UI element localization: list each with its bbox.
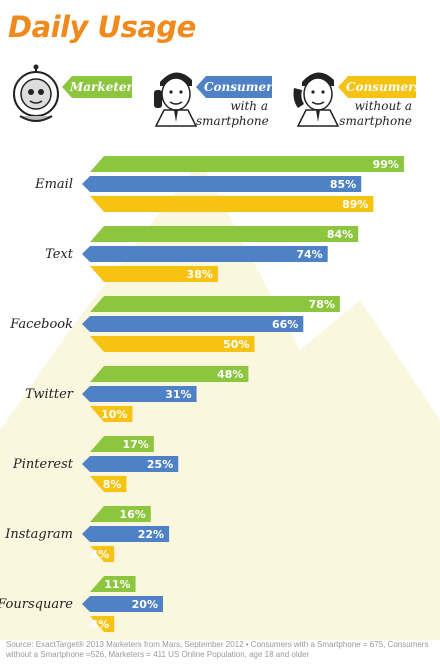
category-label-twitter: Twitter (25, 387, 74, 402)
legend-sub-consumers-without: without a smartphone (339, 99, 412, 128)
bar-foursquare-series-1 (82, 596, 163, 612)
data-label-email-series-1: 85% (330, 178, 356, 191)
bar-facebook-series-1 (82, 316, 304, 332)
bar-text-series-1 (82, 246, 328, 262)
data-label-facebook-series-0: 78% (309, 298, 335, 311)
bar-pinterest-series-0 (90, 436, 154, 452)
category-label-email: Email (34, 177, 73, 192)
legend-tag-consumers-with: Consumers (196, 76, 272, 98)
data-label-twitter-series-2: 10% (101, 408, 127, 421)
bar-foursquare-series-2 (90, 616, 115, 632)
legend-tag-consumers-without: Consumers (338, 76, 416, 98)
bar-text-series-2 (90, 266, 218, 282)
bar-email-series-2 (90, 196, 374, 212)
data-label-text-series-2: 38% (187, 268, 213, 281)
astronaut-icon (8, 64, 66, 130)
bar-foursquare-series-0 (90, 576, 136, 592)
bar-email-series-0 (90, 156, 404, 172)
legend-tag-marketers: Marketers (62, 76, 132, 98)
category-label-facebook: Facebook (9, 317, 73, 332)
man-with-telephone-icon (290, 64, 344, 132)
bar-facebook-series-2 (90, 336, 255, 352)
category-label-foursquare: Foursquare (0, 597, 73, 612)
bar-instagram-series-1 (82, 526, 170, 542)
bar-twitter-series-0 (90, 366, 249, 382)
data-label-text-series-1: 74% (296, 248, 322, 261)
bar-pinterest-series-1 (82, 456, 179, 472)
data-label-foursquare-series-1: 20% (132, 598, 158, 611)
bar-text-series-0 (90, 226, 359, 242)
data-label-pinterest-series-2: 8% (103, 478, 122, 491)
data-label-instagram-series-2: 4% (91, 548, 110, 561)
page-title: Daily Usage (8, 10, 196, 44)
data-label-text-series-0: 84% (327, 228, 353, 241)
bar-twitter-series-1 (82, 386, 197, 402)
category-label-text: Text (45, 247, 74, 262)
data-label-twitter-series-0: 48% (217, 368, 243, 381)
data-label-foursquare-series-0: 11% (104, 578, 130, 591)
man-on-phone-icon (150, 64, 202, 132)
bar-email-series-1 (82, 176, 362, 192)
data-label-pinterest-series-1: 25% (147, 458, 173, 471)
bar-twitter-series-2 (90, 406, 133, 422)
data-label-facebook-series-1: 66% (272, 318, 298, 331)
data-label-facebook-series-2: 50% (223, 338, 249, 351)
legend-sub-consumers-with: with a smartphone (196, 99, 269, 128)
data-label-pinterest-series-0: 17% (123, 438, 149, 451)
data-label-twitter-series-1: 31% (165, 388, 191, 401)
data-label-email-series-0: 99% (373, 158, 399, 171)
data-label-instagram-series-0: 16% (119, 508, 145, 521)
bar-pinterest-series-2 (90, 476, 127, 492)
bar-instagram-series-0 (90, 506, 151, 522)
data-label-foursquare-series-2: 4% (91, 618, 110, 631)
bar-facebook-series-0 (90, 296, 340, 312)
bar-instagram-series-2 (90, 546, 115, 562)
category-label-instagram: Instagram (4, 527, 73, 542)
category-label-pinterest: Pinterest (12, 457, 74, 472)
data-label-email-series-2: 89% (342, 198, 368, 211)
source-note: Source: ExactTarget® 2013 Marketers from… (6, 640, 429, 659)
daily-usage-bar-chart: Email 99% 85% 89% Text 84% 74% 38% Facebook 78% 66… (0, 156, 404, 632)
data-label-instagram-series-1: 22% (138, 528, 164, 541)
